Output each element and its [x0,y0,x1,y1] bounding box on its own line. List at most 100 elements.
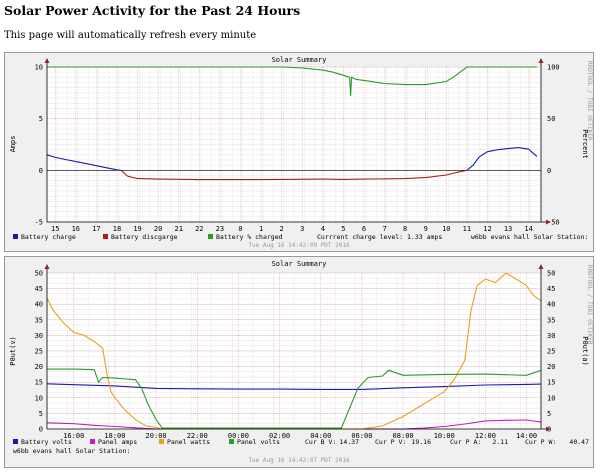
y-tick-label: 35 [35,316,43,324]
x-tick-label: 16 [72,225,80,233]
series-line-battery-volts [46,383,542,390]
y2-tick-label: 10 [547,394,555,402]
series-line-panel-volts [47,368,542,429]
y-tick-label: 15 [35,379,43,387]
readout-battery-volts-label: Cur B V: [305,438,336,446]
x-tick-label: 10:00 [434,432,455,440]
x-tick-label: 23 [216,225,224,233]
legend-swatch-battery-volts [13,439,18,444]
watermark: RRDTOOL / TOBI OETIKER [586,265,593,345]
y2-tick-label: 50 [547,270,555,278]
x-tick-label: 5 [341,225,345,233]
x-tick-label: 13 [504,225,512,233]
readout-battery-volts-value: 14.37 [339,438,359,446]
y2-tick-label: 45 [547,285,555,293]
series-line-battery-charged [47,66,537,96]
x-tick-label: 3 [300,225,304,233]
y-tick-label: 5 [39,115,43,123]
readout-panel-volts-label: Cur P V: [375,438,406,446]
y2-tick-label: -50 [547,219,560,227]
x-tick-label: 0 [238,225,242,233]
x-tick-label: 11 [463,225,471,233]
y-axis-label-right: Percent [581,129,589,159]
x-tick-label: 18 [113,225,121,233]
y-tick-label: 5 [39,410,43,418]
x-tick-label: 6 [362,225,366,233]
series-line-battery-discgarge [120,169,468,181]
x-tick-label: 18:00 [104,432,125,440]
y-axis-label-left: Amps [9,136,17,153]
x-tick-label: 12 [483,225,491,233]
x-tick-label: 17 [92,225,100,233]
y2-tick-label: 0 [547,167,551,175]
legend-battery-discharge: Battery discgarge [111,233,178,241]
page-title: Solar Power Activity for the Past 24 Hou… [4,3,301,18]
readout-panel-volts-value: 19.16 [411,438,431,446]
legend-swatch-battery-discharge [103,234,108,239]
x-tick-label: 10 [442,225,450,233]
charge-level-readout: Currrent charge level: 1.33 amps [317,233,442,241]
y2-tick-label: 30 [547,332,555,340]
series-line-battery-charge-afternoon [466,147,538,171]
station-name: w6bb evans hall Solar Station: [471,233,588,241]
chart-power-svg: 0510152025303540455005101520253035404550… [9,260,593,464]
y-tick-label: 50 [35,270,43,278]
legend-swatch-panel-volts [229,439,234,444]
y-axis-label-left: P0ut(v) [9,336,17,366]
chart-title: Solar Summary [272,260,327,268]
x-tick-label: 4 [321,225,325,233]
x-tick-label: 06:00 [351,432,372,440]
x-tick-label: 2 [280,225,284,233]
x-tick-label: 20 [154,225,162,233]
readout-panel-amps-label: Cur P A: [450,438,481,446]
y-axis-label-right: P0ut(a) [581,336,589,366]
y2-tick-label: 40 [547,301,555,309]
x-axis-arrow [546,426,551,432]
y-tick-label: 40 [35,301,43,309]
y2-tick-label: 35 [547,316,555,324]
y2-tick-label: 50 [547,115,555,123]
x-tick-label: 15 [51,225,59,233]
y-tick-label: 10 [35,394,43,402]
station-name: w6bb evans hall Solar Station: [13,447,130,455]
y-tick-label: 0 [39,426,43,434]
y2-tick-label: 100 [547,64,560,72]
series-line-battery-charge [46,154,122,171]
solar-summary-graph-charge: -5 0 5 10 -50 0 50 100 15 16 17 18 19 20 21 22 23 0 1 2 3 4 5 6… [4,52,594,252]
legend-swatch-panel-watts [159,439,164,444]
legend-panel-amps: Panel amps [98,438,137,446]
x-tick-label: 9 [424,225,428,233]
legend-swatch-battery-charge [13,234,18,239]
series-line-panel-watts [46,272,542,430]
y-tick-label: 25 [35,348,43,356]
y-axis-arrow [44,264,50,269]
x-tick-label: 00:00 [228,432,249,440]
y2-tick-label: 15 [547,379,555,387]
x-tick-label: 8 [403,225,407,233]
y-tick-label: 20 [35,363,43,371]
readout-panel-watts-label: Cur P W: [525,438,556,446]
x-tick-label: 08:00 [393,432,414,440]
x-tick-label: 1 [259,225,263,233]
readout-panel-amps-value: 2.11 [492,438,508,446]
legend-panel-volts: Panel volts [237,438,280,446]
legend-battery-charge: Battery charge [21,233,76,241]
x-tick-label: 14 [524,225,532,233]
solar-summary-graph-power: 0510152025303540455005101520253035404550… [4,256,594,468]
legend-panel-watts: Panel watts [167,438,210,446]
watermark: RRDTOOL / TOBI OETIKER [586,61,593,141]
page-subtitle: This page will automatically refresh eve… [4,30,257,41]
x-tick-label: 14:00 [516,432,537,440]
legend-swatch-panel-amps [90,439,95,444]
chart-title: Solar Summary [272,56,327,64]
y2-tick-label: 20 [547,363,555,371]
legend-swatch-battery-percent [208,234,213,239]
graph-timestamp: Tue Aug 16 14:42:07 PDT 2016 [248,457,350,464]
y-tick-label: -5 [35,219,43,227]
x-tick-label: 02:00 [269,432,290,440]
x-tick-label: 19 [133,225,141,233]
x-axis-arrow [546,219,551,225]
y-tick-label: 30 [35,332,43,340]
y-tick-label: 0 [39,167,43,175]
graph-timestamp: Tue Aug 16 14:42:09 PDT 2016 [248,242,350,249]
